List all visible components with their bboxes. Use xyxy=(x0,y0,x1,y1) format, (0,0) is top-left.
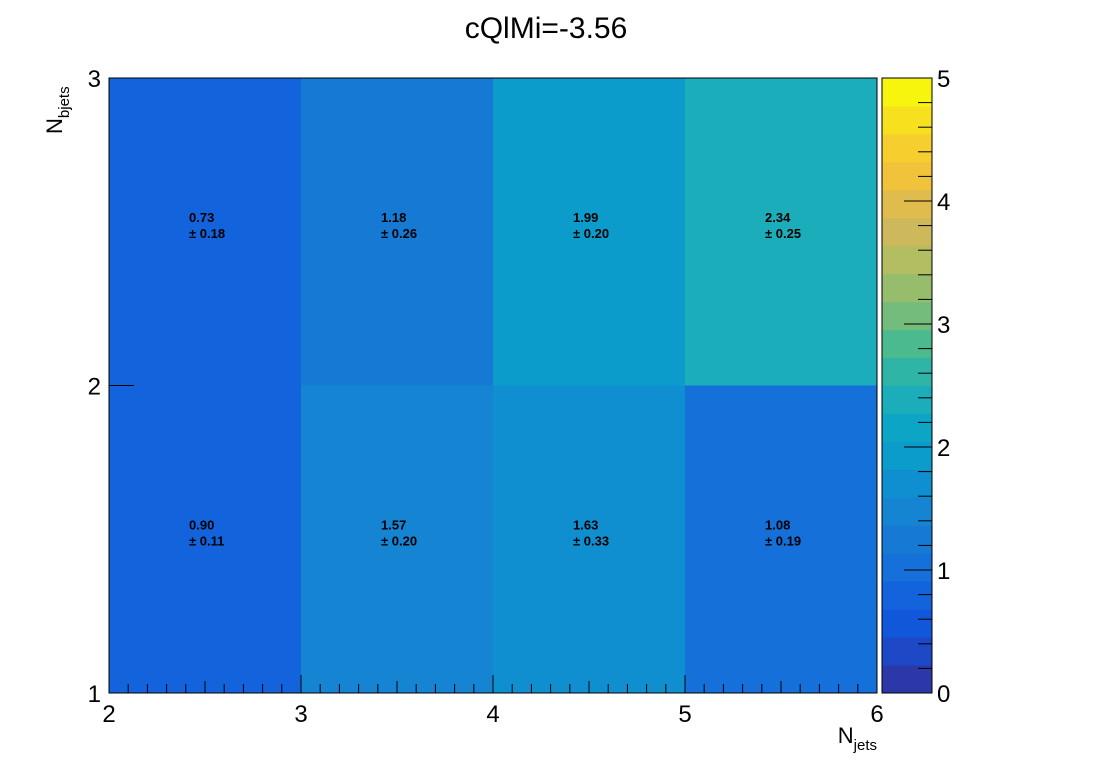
x-tick-label: 5 xyxy=(678,701,691,728)
cell-value-label: 1.63 xyxy=(573,517,598,532)
cell-error-label: ± 0.11 xyxy=(189,533,224,548)
y-axis-label-sub: bjets xyxy=(56,86,73,118)
colorbar-band xyxy=(882,133,932,163)
colorbar-band xyxy=(882,637,932,666)
y-tick-label: 1 xyxy=(88,681,101,708)
colorbar-band xyxy=(882,469,932,498)
chart-title: cQlMi=-3.56 xyxy=(465,12,628,45)
cell-value-label: 2.34 xyxy=(765,210,791,225)
colorbar-band xyxy=(882,301,932,331)
cell-error-label: ± 0.33 xyxy=(573,533,609,548)
cell-error-label: ± 0.20 xyxy=(381,533,417,548)
colorbar-band xyxy=(882,273,932,303)
heatmap-cell xyxy=(493,78,685,386)
colorbar-tick-label: 0 xyxy=(937,681,950,708)
y-axis-label-base: N xyxy=(42,118,67,134)
colorbar-band xyxy=(882,78,932,107)
colorbar-band xyxy=(882,105,932,135)
heatmap-cell xyxy=(685,78,877,386)
cell-value-label: 1.99 xyxy=(573,210,598,225)
colorbar-tick-label: 1 xyxy=(937,558,950,585)
colorbar-band xyxy=(882,553,932,582)
y-axis: 1 2 3 xyxy=(88,66,134,708)
x-tick-label: 3 xyxy=(294,701,307,728)
heatmap-cell-labels: 0.90± 0.111.57± 0.201.63± 0.331.08± 0.19… xyxy=(189,210,801,549)
cell-error-label: ± 0.19 xyxy=(765,533,801,548)
colorbar-axis: 0 1 2 3 4 5 xyxy=(904,66,950,708)
colorbar-tick-label: 4 xyxy=(937,189,950,216)
heatmap-cell xyxy=(301,78,493,386)
cell-error-label: ± 0.26 xyxy=(381,226,417,241)
colorbar-band xyxy=(882,329,932,359)
x-tick-label: 2 xyxy=(102,701,115,728)
y-tick-label: 2 xyxy=(88,374,101,401)
cell-error-label: ± 0.20 xyxy=(573,226,609,241)
heatmap-cell xyxy=(493,385,685,693)
cell-value-label: 1.08 xyxy=(765,517,790,532)
x-axis-label: Njets xyxy=(838,723,877,754)
colorbar-tick-label: 3 xyxy=(937,312,950,339)
heatmap-cell xyxy=(109,385,301,693)
y-axis-label: Nbjets xyxy=(42,86,73,134)
y-tick-label: 3 xyxy=(88,66,101,93)
cell-value-label: 0.73 xyxy=(189,210,214,225)
colorbar-band xyxy=(882,665,932,694)
colorbar-tick-label: 5 xyxy=(937,66,950,93)
heatmap-cell xyxy=(685,385,877,693)
x-tick-label: 4 xyxy=(486,701,499,728)
colorbar-band xyxy=(882,609,932,638)
colorbar xyxy=(881,77,933,694)
cell-value-label: 1.57 xyxy=(381,517,406,532)
cell-error-label: ± 0.18 xyxy=(189,226,225,241)
colorbar-band xyxy=(882,385,932,414)
heatmap-cell xyxy=(109,78,301,386)
colorbar-band xyxy=(882,525,932,554)
x-axis-label-sub: jets xyxy=(853,737,877,754)
colorbar-band xyxy=(882,497,932,526)
colorbar-band xyxy=(882,581,932,610)
colorbar-band xyxy=(882,357,932,386)
heatmap-cell xyxy=(301,385,493,693)
cell-value-label: 1.18 xyxy=(381,210,406,225)
x-axis-label-base: N xyxy=(838,723,854,748)
colorbar-band xyxy=(882,189,932,219)
x-tick-label: 6 xyxy=(870,701,883,728)
colorbar-band xyxy=(882,441,932,470)
colorbar-tick-label: 2 xyxy=(937,435,950,462)
heatmap-cells xyxy=(109,78,877,693)
colorbar-band xyxy=(882,413,932,442)
cell-value-label: 0.90 xyxy=(189,517,214,532)
cell-error-label: ± 0.25 xyxy=(765,226,801,241)
x-axis: 2 3 4 5 6 xyxy=(102,675,884,728)
colorbar-band xyxy=(882,217,932,247)
